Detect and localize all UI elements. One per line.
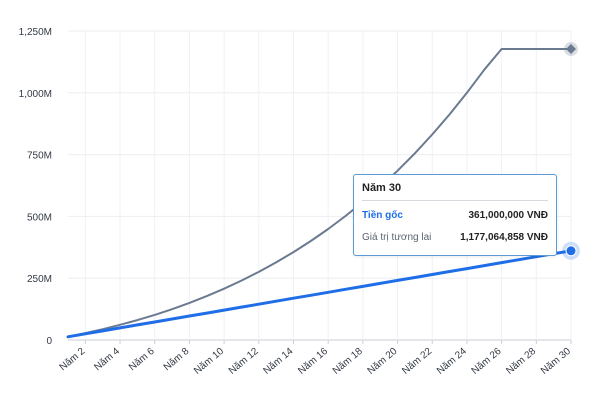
y-tick-label: 0 <box>46 336 52 347</box>
future-value-marker <box>566 44 576 55</box>
tooltip-row-principal: Tiền gốc 361,000,000 VNĐ <box>362 208 548 230</box>
x-tick-label: Năm 18 <box>331 346 365 377</box>
x-tick-label: Năm 2 <box>58 346 88 374</box>
series-line-future-value <box>67 48 572 338</box>
x-tick-label: Năm 26 <box>470 346 504 377</box>
x-tick-label: Năm 22 <box>400 346 434 377</box>
tooltip-title: Năm 30 <box>362 182 548 201</box>
tooltip-value-future-value: 1,177,064,858 VNĐ <box>460 232 548 243</box>
x-tick-label: Năm 24 <box>435 346 469 377</box>
x-tick-label: Năm 8 <box>162 346 192 374</box>
x-tick-label: Năm 28 <box>504 346 538 377</box>
series-group <box>66 42 580 339</box>
y-axis: 0 250M 500M 750M 1,000M 1,250M <box>19 27 53 347</box>
principal-marker <box>565 245 577 257</box>
y-tick-label: 1,000M <box>19 89 52 100</box>
tooltip-value-principal: 361,000,000 VNĐ <box>468 210 548 221</box>
x-tick-label: Năm 30 <box>539 346 573 377</box>
y-tick-label: 250M <box>27 274 52 285</box>
tooltip-label-principal: Tiền gốc <box>362 210 403 221</box>
x-tick-label: Năm 12 <box>227 346 261 377</box>
y-tick-label: 750M <box>27 151 52 162</box>
y-tick-label: 500M <box>27 212 52 223</box>
tooltip-label-future-value: Giá trị tương lai <box>362 232 432 243</box>
x-tick-label: Năm 10 <box>192 346 226 377</box>
x-tick-label: Năm 4 <box>92 346 122 374</box>
chart-tooltip: Năm 30 Tiền gốc 361,000,000 VNĐ Giá trị … <box>353 174 557 256</box>
y-tick-label: 1,250M <box>19 27 52 38</box>
x-tick-label: Năm 14 <box>262 346 296 377</box>
x-tick-label: Năm 16 <box>296 346 330 377</box>
series-line-principal <box>66 249 573 339</box>
x-axis: Năm 2 Năm 4 Năm 6 Năm 8 Năm 10 Năm 12 Năm 14 Nă… <box>58 340 573 377</box>
x-tick-label: Năm 20 <box>366 346 400 377</box>
x-tick-label: Năm 6 <box>127 346 157 374</box>
tooltip-row-future-value: Giá trị tương lai 1,177,064,858 VNĐ <box>362 230 548 252</box>
